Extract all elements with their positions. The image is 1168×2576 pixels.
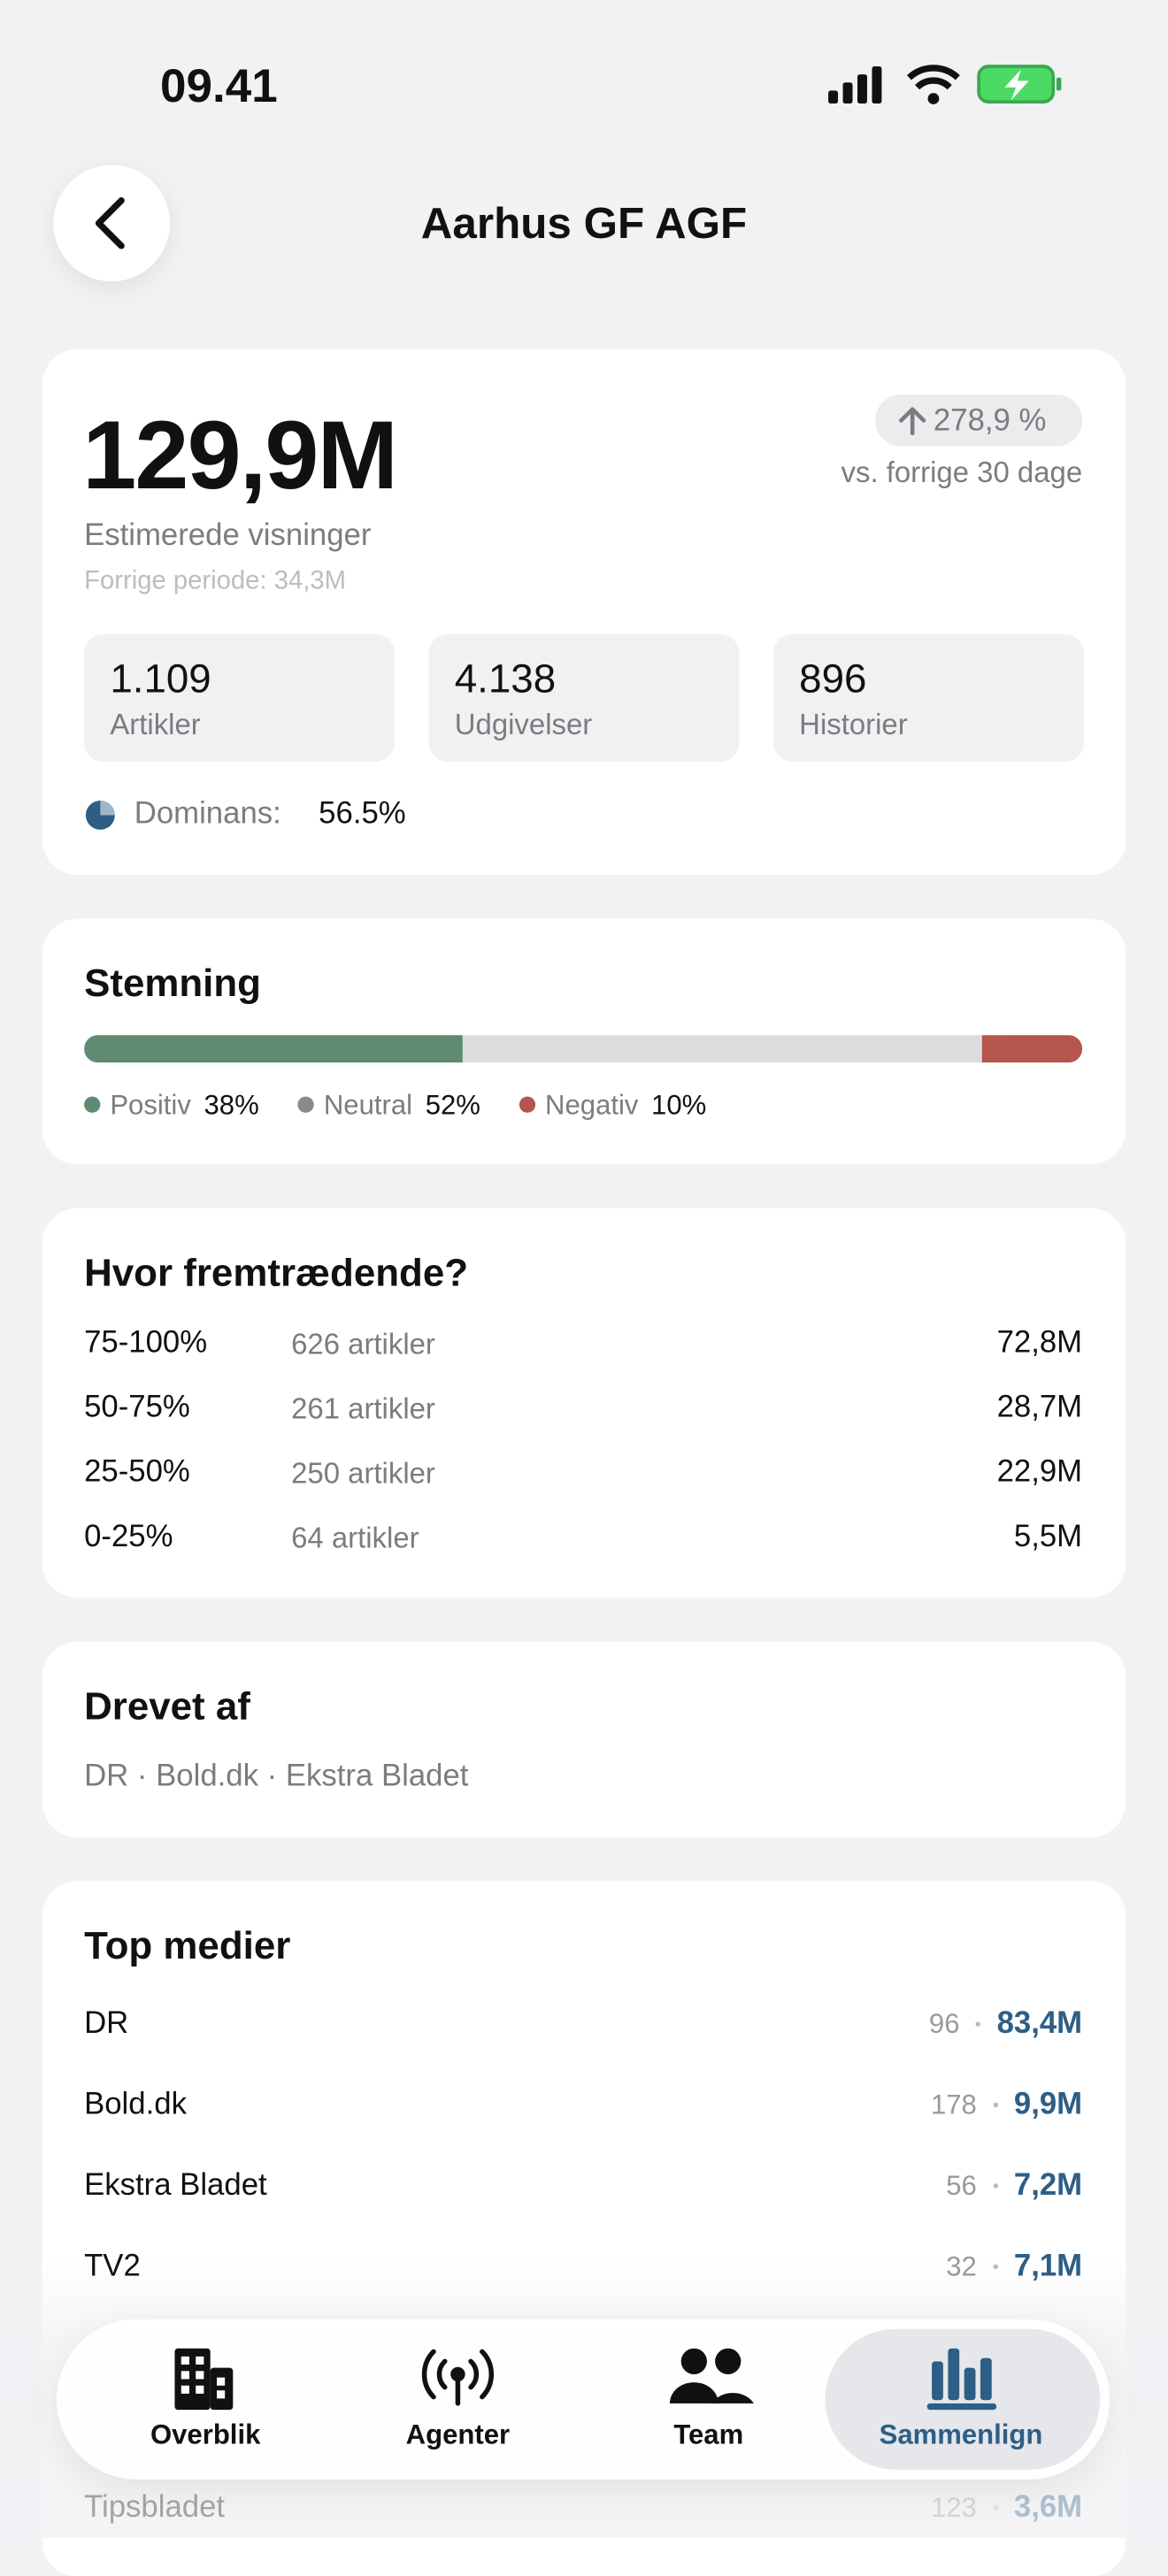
- article-count: 261 artikler: [291, 1392, 435, 1425]
- media-count: 32: [946, 2250, 977, 2282]
- dominance-value: 56.5%: [319, 797, 406, 832]
- tab[interactable]: Overblik: [150, 2419, 261, 2450]
- media-name: Ekstra Bladet: [84, 2168, 267, 2204]
- media-name: TV2: [84, 2250, 141, 2284]
- back-button[interactable]: [53, 165, 170, 282]
- media-name: Bold.dk: [84, 2088, 187, 2122]
- media-views: 83,4M: [996, 2006, 1083, 2042]
- section-title: Top medier: [84, 1924, 291, 1969]
- media-count: 56: [946, 2170, 977, 2202]
- summary-label: Estimerede visninger: [84, 518, 372, 554]
- media-stats: 178 9,9M: [931, 2089, 1082, 2120]
- range: 0-25%: [84, 1520, 173, 1554]
- legend-name: Neutral: [323, 1090, 413, 1122]
- article-count: 250 artikler: [291, 1457, 435, 1490]
- legend-dot: [84, 1096, 101, 1113]
- stat-box: [84, 633, 396, 763]
- media-views: 7,1M: [1013, 2250, 1083, 2284]
- media-stats: 96 83,4M: [929, 2009, 1082, 2040]
- sentiment-segment: [463, 1035, 983, 1063]
- media-stats: 56 7,2M: [946, 2171, 1082, 2202]
- legend-item: Negativ 10%: [519, 1092, 706, 1119]
- media-views: 7,2M: [1013, 2168, 1083, 2204]
- status-icons: [828, 65, 1062, 104]
- dominance-label: Dominans:: [134, 797, 281, 832]
- sentiment-bar: [84, 1035, 1083, 1063]
- media-views: 3,6M: [1013, 2490, 1083, 2525]
- legend-value: 52%: [425, 1090, 480, 1122]
- stat-value: 1.109: [110, 656, 211, 702]
- tab[interactable]: Agenter: [405, 2419, 511, 2450]
- range: 25-50%: [84, 1455, 190, 1490]
- sentiment-segment: [982, 1035, 1083, 1063]
- stat-label: Historier: [799, 708, 908, 741]
- tab[interactable]: Sammenlign: [879, 2419, 1043, 2450]
- section-title: Drevet af: [84, 1685, 250, 1729]
- legend-value: 38%: [204, 1090, 259, 1122]
- prominence-card: [42, 1208, 1126, 1598]
- stat-box: [772, 633, 1084, 763]
- pie-icon: [85, 801, 115, 830]
- legend-dot: [297, 1096, 314, 1113]
- media-name: DR: [84, 2006, 129, 2042]
- range: 50-75%: [84, 1391, 190, 1425]
- article-count: 626 artikler: [291, 1328, 435, 1361]
- separator-dot: [993, 2505, 998, 2511]
- media-stats: 123 3,6M: [931, 2492, 1082, 2523]
- legend-value: 10%: [651, 1090, 707, 1122]
- section-title: Stemning: [84, 962, 261, 1007]
- status-time: 09.41: [160, 61, 278, 113]
- separator-dot: [993, 2264, 998, 2270]
- sentiment-segment: [84, 1035, 464, 1063]
- stat-label: Artikler: [110, 708, 201, 741]
- legend-item: Neutral 52%: [297, 1090, 480, 1122]
- summary-value: 129,9M: [82, 401, 398, 510]
- change-value: 278,9 %: [933, 404, 1047, 439]
- stat-value: 896: [799, 656, 867, 702]
- section-title: Hvor fremtrædende?: [84, 1252, 469, 1296]
- stat-box: [428, 633, 740, 763]
- media-views: 9,9M: [1013, 2088, 1083, 2122]
- driven-card: [42, 1641, 1126, 1837]
- driven-text: DR · Bold.dk · Ekstra Bladet: [84, 1760, 469, 1794]
- media-name: Tipsbladet: [84, 2490, 226, 2525]
- media-count: 178: [930, 2089, 977, 2120]
- change-badge: 278,9 %: [875, 395, 1083, 447]
- stat-label: Udgivelser: [454, 708, 593, 741]
- legend-item: Positiv 38%: [84, 1092, 259, 1119]
- tab-icons: [174, 2348, 997, 2411]
- separator-dot: [993, 2102, 998, 2108]
- stat-value: 4.138: [454, 656, 557, 702]
- media-count: 96: [928, 2008, 960, 2040]
- separator-dot: [993, 2183, 998, 2189]
- media-count: 123: [930, 2492, 977, 2524]
- legend-name: Positiv: [110, 1090, 191, 1122]
- views: 28,7M: [996, 1391, 1083, 1425]
- tab[interactable]: Team: [673, 2419, 744, 2450]
- range: 75-100%: [84, 1326, 208, 1361]
- active-tab-bg: [825, 2328, 1101, 2470]
- views: 22,9M: [996, 1455, 1083, 1490]
- sentiment-legend: Positiv 38% Neutral 52% Negativ 10%: [84, 1092, 706, 1119]
- legend-name: Negativ: [545, 1090, 639, 1122]
- separator-dot: [975, 2021, 981, 2027]
- article-count: 64 artikler: [291, 1522, 419, 1554]
- views: 5,5M: [1013, 1520, 1083, 1554]
- change-note: vs. forrige 30 dage: [841, 456, 1083, 489]
- views: 72,8M: [996, 1326, 1083, 1361]
- legend-dot: [519, 1096, 536, 1113]
- previous-period: Forrige periode: 34,3M: [84, 567, 346, 595]
- media-stats: 32 7,1M: [946, 2251, 1082, 2282]
- page-title: Aarhus GF AGF: [420, 198, 748, 248]
